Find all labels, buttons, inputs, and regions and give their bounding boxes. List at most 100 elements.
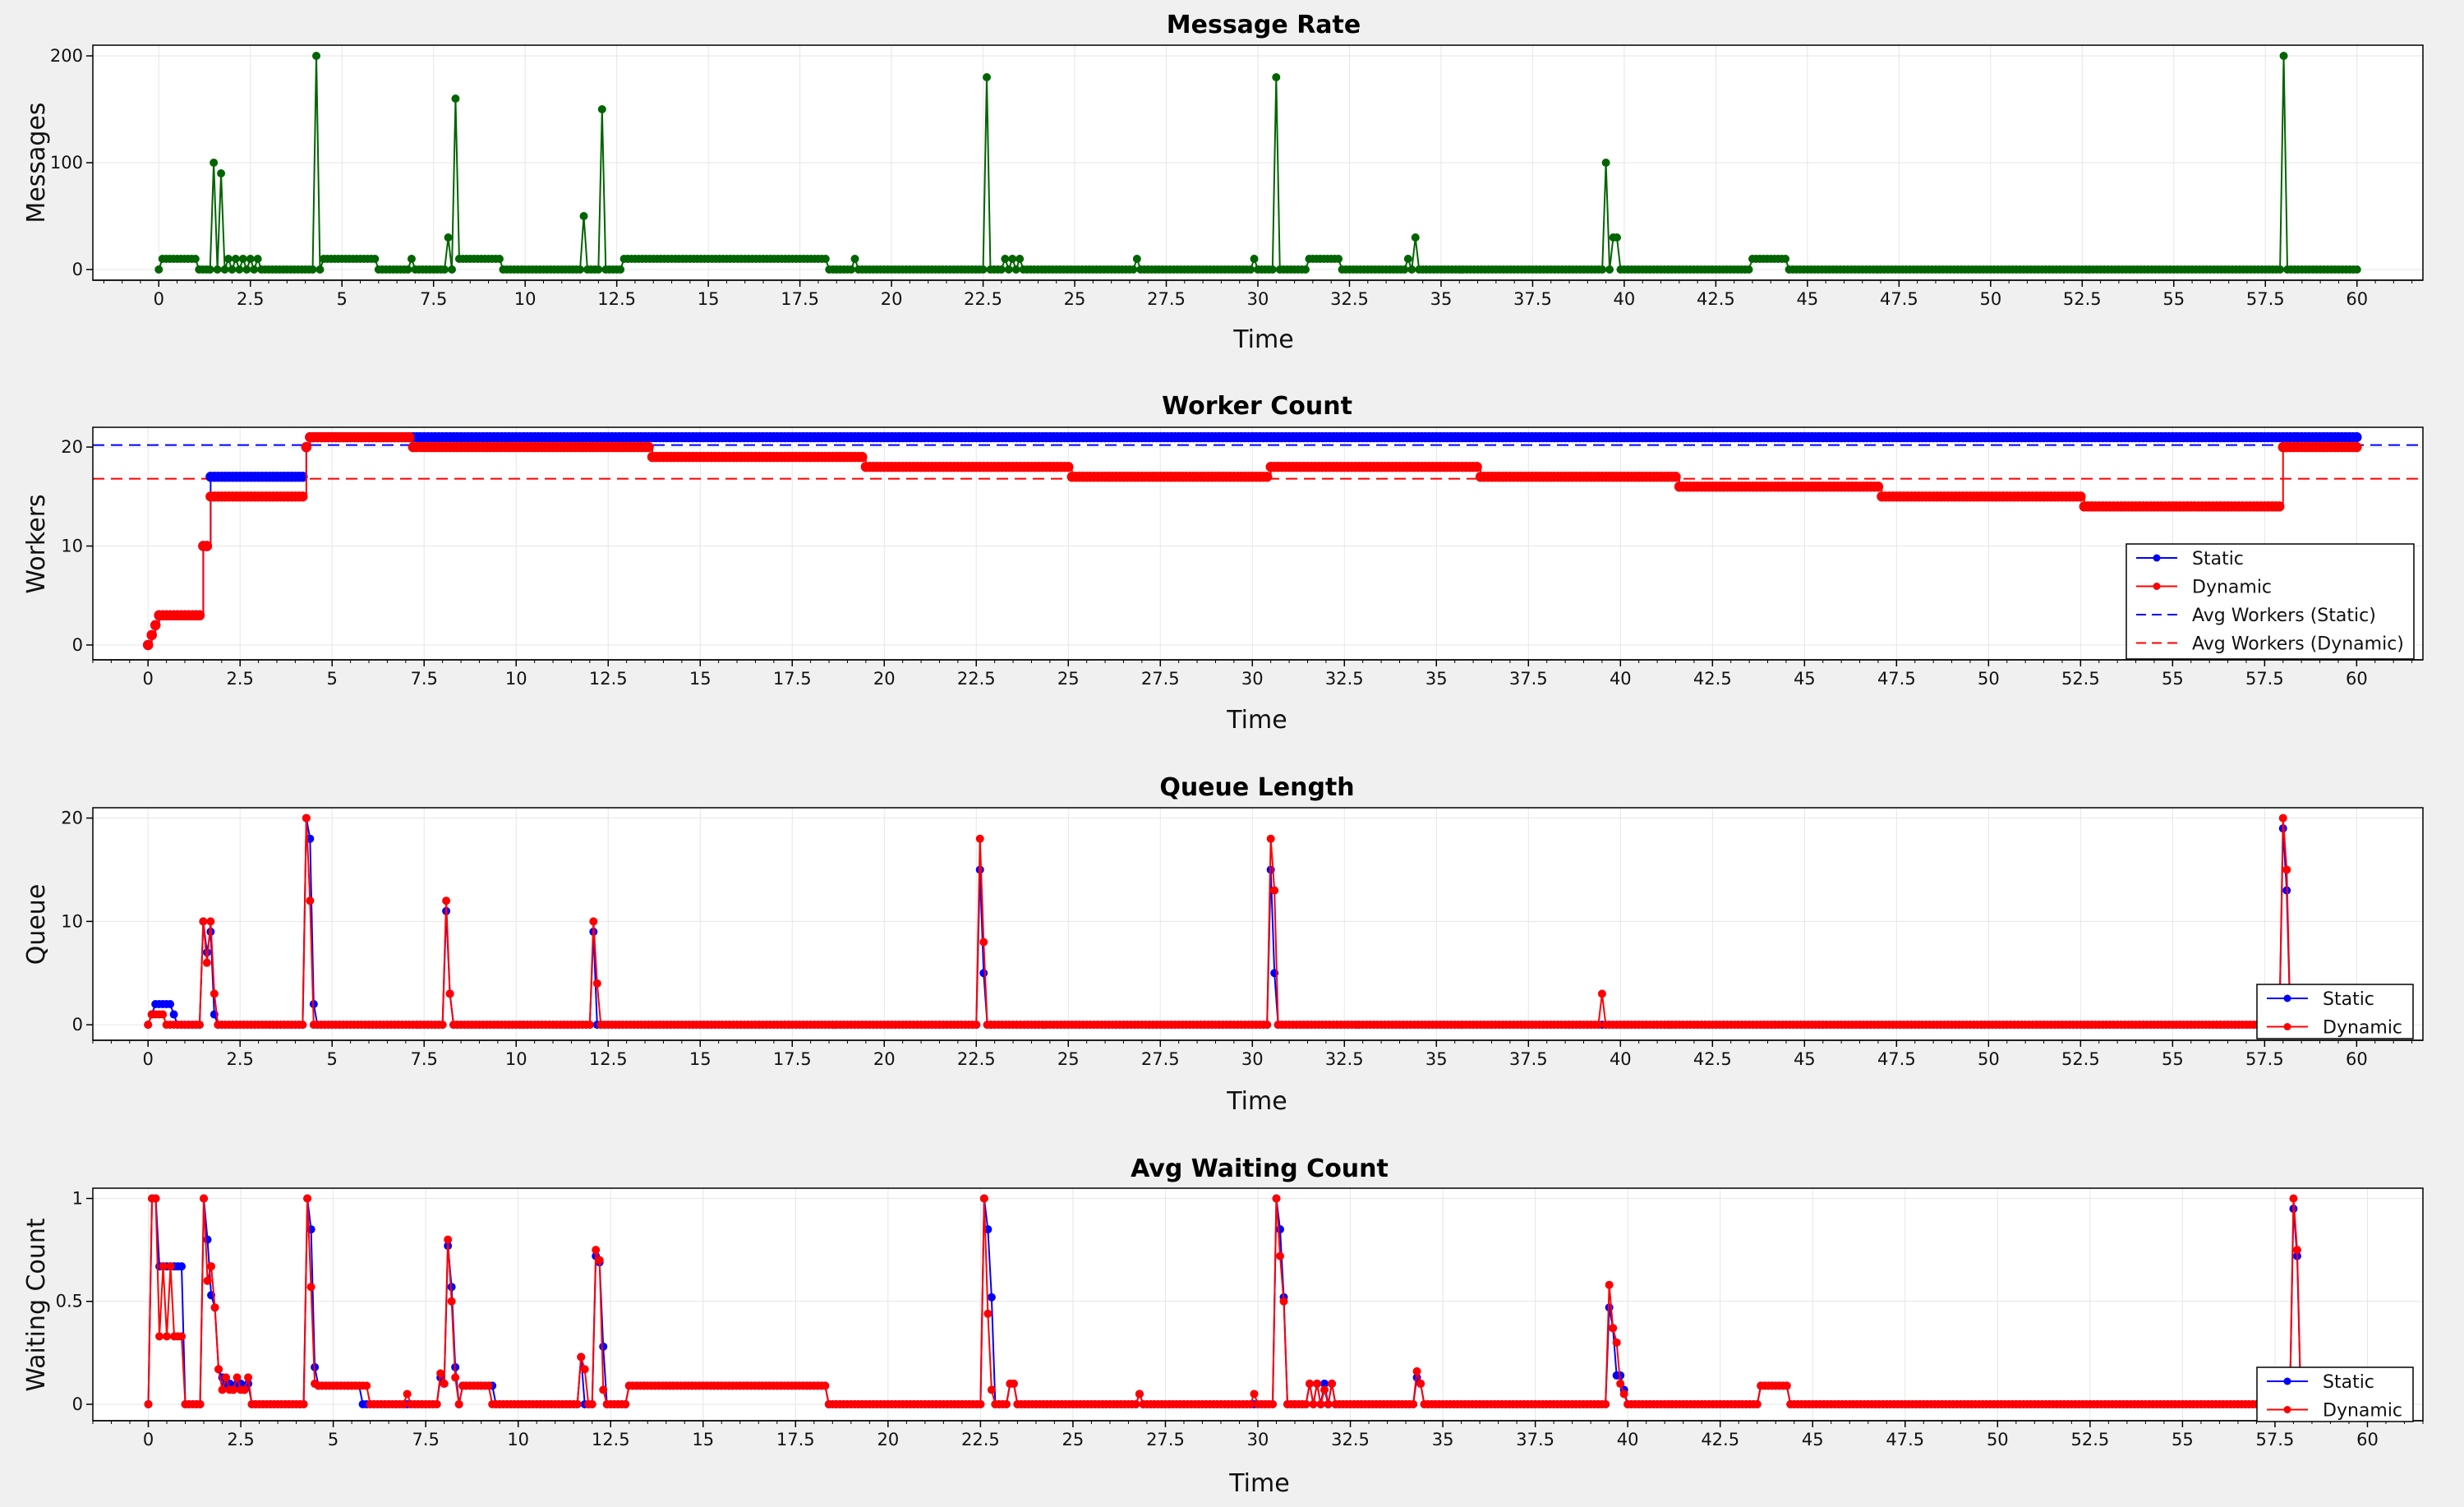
data-point — [1605, 265, 1614, 274]
y-tick-label: 200 — [50, 46, 83, 66]
data-point — [240, 1385, 249, 1394]
data-point — [1781, 255, 1790, 263]
y-tick-label: 20 — [61, 437, 83, 457]
data-point — [2274, 501, 2285, 512]
data-point — [1328, 1379, 1337, 1388]
y-axis: 0 100 200 — [50, 46, 93, 279]
data-point — [592, 979, 601, 988]
y-tick-label: 0 — [72, 635, 83, 655]
x-tick-label: 12.5 — [589, 1049, 628, 1069]
data-point — [451, 1373, 460, 1382]
data-point — [195, 1021, 204, 1030]
data-point — [194, 610, 205, 621]
y-tick-label: 100 — [50, 153, 83, 173]
data-point — [1246, 1399, 1255, 1408]
data-point — [144, 1399, 153, 1408]
x-tick-label: 17.5 — [781, 289, 819, 309]
data-point — [203, 1276, 212, 1285]
data-point — [997, 265, 1006, 274]
legend-entry-label: Dynamic — [2323, 1018, 2402, 1039]
data-point — [1250, 255, 1259, 263]
legend: Static Dynamic — [2256, 984, 2414, 1039]
data-point — [444, 233, 453, 242]
x-tick-label: 2.5 — [227, 669, 254, 689]
data-point — [595, 1256, 604, 1265]
x-tick-label: 20 — [881, 289, 903, 309]
data-point — [1605, 1280, 1614, 1289]
data-point — [1320, 1385, 1329, 1394]
data-point — [447, 1297, 456, 1306]
data-point — [150, 620, 161, 631]
data-point — [447, 265, 456, 274]
data-point — [246, 255, 255, 263]
data-point — [1324, 1399, 1333, 1408]
x-tick-label: 27.5 — [1141, 669, 1180, 689]
legend-entry-label: Dynamic — [2192, 578, 2272, 598]
data-point — [2075, 491, 2086, 502]
data-point — [362, 1381, 371, 1390]
x-tick-label: 12.5 — [589, 669, 628, 689]
data-point — [444, 1235, 453, 1244]
data-point — [242, 265, 251, 274]
data-point — [1609, 1324, 1618, 1333]
data-point — [594, 265, 603, 274]
x-tick-label: 50 — [1978, 669, 2000, 689]
legend-marker — [2153, 554, 2161, 562]
data-point — [1313, 1379, 1322, 1388]
x-tick-label: 10 — [514, 289, 537, 309]
data-point — [1752, 1399, 1762, 1408]
data-point — [1004, 265, 1013, 274]
x-tick-label: 50 — [1978, 1049, 2000, 1069]
data-point — [1266, 834, 1275, 843]
x-tick-label: 0 — [143, 1049, 154, 1069]
x-tick-label: 27.5 — [1141, 1049, 1180, 1069]
series-dynamic — [144, 813, 2361, 1030]
data-point — [202, 958, 211, 967]
x-tick-label: 20 — [873, 1049, 896, 1069]
data-point — [616, 265, 625, 274]
x-tick-label: 10 — [505, 1049, 527, 1069]
data-point — [1670, 472, 1681, 482]
data-point — [210, 989, 219, 998]
y-tick-label: 10 — [61, 911, 83, 931]
x-tick-label: 10 — [505, 669, 527, 689]
x-tick-label: 47.5 — [1877, 1049, 1916, 1069]
data-point — [1001, 255, 1010, 263]
data-point — [1263, 1021, 1272, 1030]
x-tick-label: 45 — [1794, 669, 1816, 689]
data-point — [484, 1381, 493, 1390]
data-point — [621, 1399, 630, 1408]
data-point — [1782, 1381, 1791, 1390]
data-point — [983, 73, 992, 81]
data-point — [1301, 265, 1310, 274]
x-axis-label: Time — [1232, 325, 1293, 354]
data-point — [1306, 1379, 1315, 1388]
data-point — [1407, 265, 1416, 274]
data-point — [2351, 431, 2362, 443]
data-point — [1412, 1366, 1421, 1376]
data-point — [217, 169, 226, 177]
data-point — [177, 1262, 187, 1271]
x-tick-label: 25 — [1057, 1049, 1080, 1069]
data-point — [1002, 1399, 1011, 1408]
data-point — [573, 1399, 582, 1408]
x-tick-label: 2.5 — [237, 289, 264, 309]
data-point — [206, 917, 215, 926]
data-point — [979, 969, 988, 978]
series-dynamic — [143, 431, 2362, 651]
data-point — [438, 1021, 447, 1030]
x-tick-label: 7.5 — [411, 669, 438, 689]
x-tick-label: 20 — [873, 669, 896, 689]
x-tick-label: 30 — [1247, 289, 1269, 309]
x-tick-label: 12.5 — [597, 289, 636, 309]
data-point — [975, 834, 984, 843]
x-tick-label: 52.5 — [2063, 289, 2102, 309]
data-point — [1279, 1297, 1288, 1306]
data-point — [1129, 265, 1138, 274]
data-point — [432, 1399, 441, 1408]
data-point — [454, 1399, 463, 1408]
x-tick-label: 22.5 — [957, 669, 996, 689]
x-axis: 0 2.5 5 7.5 10 12.5 15 17.5 20 22.5 25 27.5 30 32.5 35… — [93, 279, 2423, 309]
data-point — [308, 265, 317, 274]
